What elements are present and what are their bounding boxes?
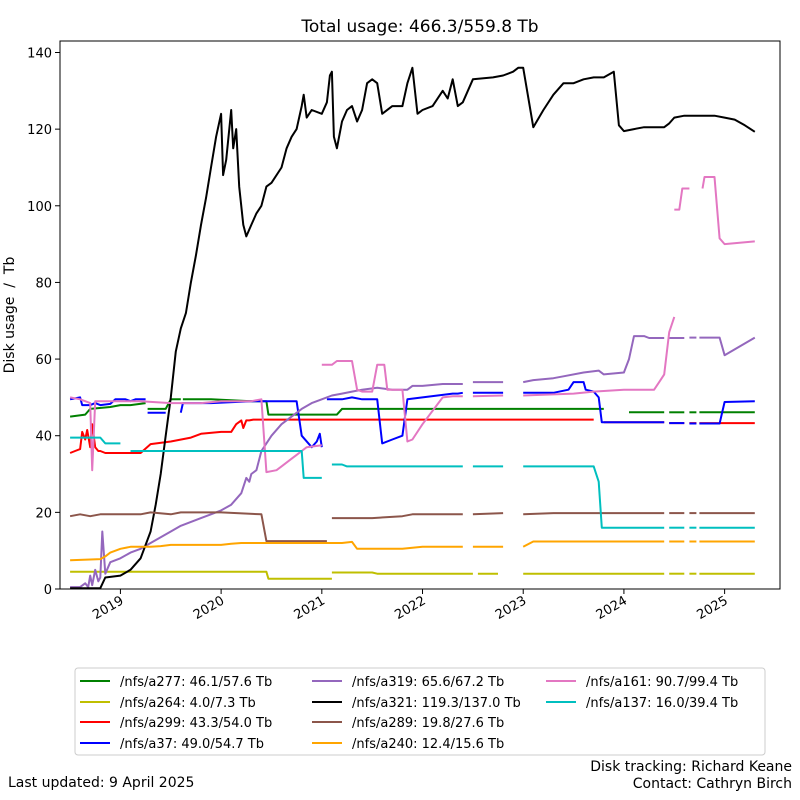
series-segment <box>699 400 755 425</box>
series-segment <box>523 512 665 516</box>
series-line <box>69 418 755 454</box>
legend-entry: /nfs/a161: 90.7/99.4 Tb <box>586 675 738 690</box>
series-segment <box>69 396 322 474</box>
series-segment <box>522 540 665 548</box>
series-segment <box>69 402 146 418</box>
series-line <box>69 381 755 449</box>
series-segment <box>472 512 504 516</box>
series-line <box>69 511 755 543</box>
series-segment <box>523 316 676 397</box>
legend-entry: /nfs/a137: 16.0/39.4 Tb <box>586 696 738 711</box>
series-segment <box>70 436 121 445</box>
series-segment <box>331 513 463 520</box>
x-tick-label: 2020 <box>191 593 227 623</box>
series-segment <box>321 360 463 443</box>
x-tick-label: 2021 <box>292 593 328 623</box>
series-segment <box>331 463 463 468</box>
series-line <box>70 540 755 562</box>
series-line <box>70 570 755 580</box>
y-tick-label: 60 <box>35 353 52 368</box>
series-line <box>70 436 755 529</box>
legend-entry: /nfs/a299: 43.3/54.0 Tb <box>120 716 272 731</box>
series-segment <box>130 450 322 479</box>
series-segment <box>472 394 504 398</box>
series-segment <box>523 335 665 384</box>
y-axis: 0 20 40 60 80 100 120 140 <box>27 46 60 598</box>
series-segment <box>523 381 665 424</box>
legend-box <box>74 667 766 756</box>
series-segment <box>326 391 463 445</box>
legend: /nfs/a277: 46.1/57.6 Tb/nfs/a264: 4.0/7.… <box>74 667 766 756</box>
chart-title: Total usage: 466.3/559.8 Tb <box>300 17 538 37</box>
legend-entry: /nfs/a321: 119.3/137.0 Tb <box>352 696 521 711</box>
y-tick-label: 40 <box>35 430 52 445</box>
y-tick-label: 100 <box>27 200 52 215</box>
legend-entry: /nfs/a319: 65.6/67.2 Tb <box>352 675 504 690</box>
legend-entry: /nfs/a264: 4.0/7.3 Tb <box>120 696 256 711</box>
legend-entry: /nfs/a240: 12.4/15.6 Tb <box>352 737 504 752</box>
x-tick-label: 2025 <box>694 593 730 623</box>
series-segment <box>699 336 756 357</box>
legend-entry: /nfs/a289: 19.8/27.6 Tb <box>352 716 504 731</box>
series-segment <box>69 418 594 454</box>
contact-credit: Contact: Cathryn Birch <box>632 776 792 792</box>
series-segment <box>701 176 755 246</box>
y-tick-label: 140 <box>27 46 52 61</box>
y-tick-label: 0 <box>44 583 52 598</box>
y-tick-label: 80 <box>35 276 52 291</box>
series-segment <box>70 66 756 590</box>
series-segment <box>147 398 181 410</box>
plot-lines <box>69 66 756 590</box>
x-tick-label: 2019 <box>90 593 126 623</box>
series-segment <box>331 571 473 575</box>
legend-entry: /nfs/a277: 46.1/57.6 Tb <box>120 675 272 690</box>
y-tick-label: 20 <box>35 506 52 521</box>
series-segment <box>70 540 463 562</box>
series-segment <box>69 511 327 543</box>
x-tick-label: 2024 <box>594 593 630 623</box>
series-segment <box>523 465 665 529</box>
series-line <box>69 176 755 474</box>
credits: Disk tracking: Richard Keane Contact: Ca… <box>590 759 792 793</box>
legend-entry: /nfs/a37: 49.0/54.7 Tb <box>120 737 264 752</box>
x-tick-label: 2023 <box>493 593 529 623</box>
tracking-credit: Disk tracking: Richard Keane <box>590 759 792 775</box>
series-line <box>70 335 756 589</box>
series-line <box>70 66 756 590</box>
series-line <box>69 398 755 418</box>
series-segment <box>674 187 690 211</box>
x-axis: 2019 2020 2021 2022 2023 2024 2025 <box>90 589 731 623</box>
y-tick-label: 120 <box>27 123 52 138</box>
last-updated: Last updated: 9 April 2025 <box>8 775 195 791</box>
series-segment <box>70 383 463 589</box>
series-segment <box>70 570 332 580</box>
y-axis-label: Disk usage / Tb <box>2 257 18 374</box>
plot-frame <box>59 40 781 590</box>
series-segment <box>179 400 323 449</box>
x-tick-label: 2022 <box>392 593 428 623</box>
